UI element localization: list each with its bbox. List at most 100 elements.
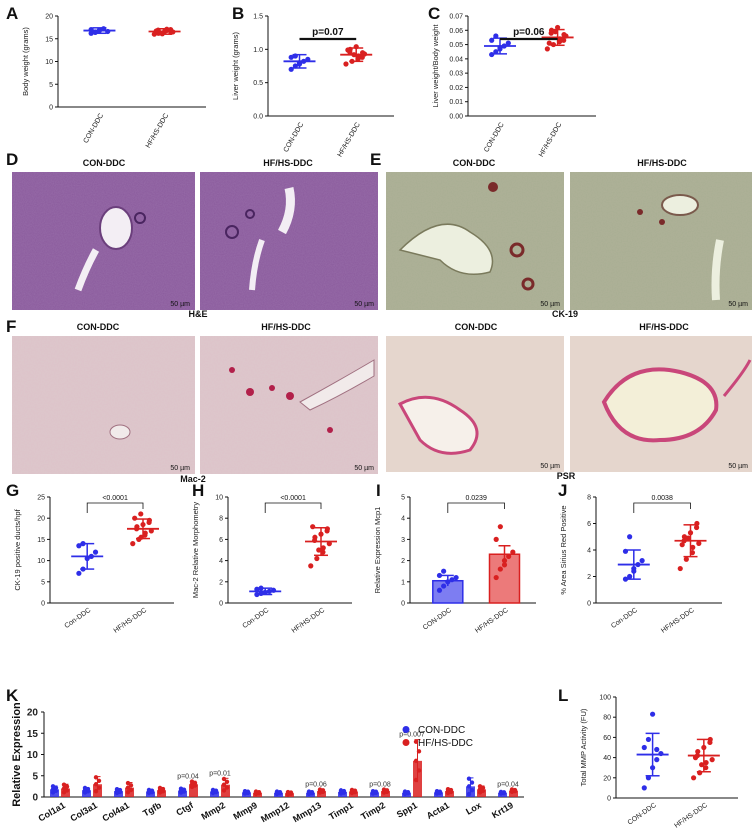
data-point [699,762,705,768]
data-point [497,566,503,572]
data-point [654,746,660,753]
data-point [466,776,472,781]
y-tick-label: 4 [219,558,223,565]
data-point [142,530,148,536]
data-point [146,517,152,523]
chart-mac2-morphometry: 0 2 4 6 8 10 Mac-2 Relative Morphometry Con-DDC… [191,495,352,635]
panel-letter-H: H [192,481,204,500]
data-point [679,542,685,548]
data-point [266,588,272,594]
y-axis-label: Body weight (grams) [21,27,30,96]
x-tick-label: Con-DDC [610,607,639,630]
data-point [93,782,99,787]
y-tick-label: 1 [401,579,405,586]
y-axis-label: Total MMP Activity (FU) [579,708,588,786]
data-point [445,579,451,585]
micrograph-title-d-hf: HF/HS-DDC [263,158,313,168]
y-tick-label: 0 [32,793,38,804]
y-tick-label: 20 [603,775,611,782]
x-tick-label: HF/HS-DDC [660,607,696,635]
data-point [497,44,503,51]
data-point [434,788,440,794]
y-tick-label: 0.02 [449,85,463,92]
data-point [627,573,633,580]
data-point [292,53,298,59]
data-point [687,530,694,536]
y-tick-label: 5 [32,771,38,782]
data-point [635,561,641,568]
panel-letter-D: D [6,150,18,169]
x-tick-label: Timp2 [359,800,387,822]
chart-mcp1-expression: 0 1 2 3 4 5 Relative Expression Mcp1 CON-DDC HF/… [373,495,536,635]
data-point [320,545,326,551]
y-axis-label: Relative Expression [11,702,23,807]
data-point [645,736,652,743]
data-point [697,770,703,776]
data-point [288,66,294,72]
x-tick-label: HF/HS-DDC [337,122,362,159]
data-point [707,736,713,743]
data-point [493,33,499,39]
data-point [224,779,230,785]
legend-label: CON-DDC [418,725,465,736]
data-point [449,577,455,583]
scale-bar-label: 50 µm [540,301,560,308]
data-point [76,570,82,576]
data-point [61,782,67,787]
data-point [254,591,260,598]
data-point [157,785,163,791]
data-point [296,60,303,66]
y-tick-label: 4 [401,516,405,523]
data-point [82,785,88,791]
data-point [92,549,99,555]
bar [189,784,198,797]
data-point [88,27,94,33]
y-tick-label: 0.06 [449,28,463,35]
data-point [359,54,365,60]
data-point [314,555,320,562]
panel-letter-E: E [370,150,381,169]
data-point [345,47,351,53]
x-tick-label: HF/HS-DDC [145,113,170,150]
x-tick-label: Acta1 [425,800,451,821]
data-point [685,535,691,541]
significance-bracket [633,502,691,513]
data-point [694,520,700,527]
p-value-label: <0.0001 [102,495,128,502]
panel-letter-G: G [6,481,19,500]
y-tick-label: 0 [607,796,611,803]
data-point [134,524,140,530]
y-tick-label: 5 [41,579,45,586]
panel-letter-B: B [232,4,244,23]
y-tick-label: 15 [27,729,39,740]
y-tick-label: 0 [587,601,591,608]
data-point [343,61,349,67]
data-point [561,31,567,38]
data-point [631,565,637,572]
data-point [316,547,322,553]
p-value-label: p=0.08 [369,781,391,788]
data-point [544,46,550,52]
data-point [301,58,307,64]
x-tick-label: Mmp13 [291,800,323,824]
data-point [453,574,459,581]
micrograph-mac2-con: 50 µm [12,336,195,474]
y-tick-label: 8 [587,495,591,502]
x-tick-label: Krt19 [490,800,515,820]
y-tick-label: 4 [587,548,591,555]
data-point [469,788,475,793]
data-point [509,787,515,792]
data-point [692,755,699,761]
y-tick-label: 20 [27,708,39,719]
data-point [80,566,86,572]
data-point [125,790,131,795]
y-tick-label: 20 [45,14,53,21]
x-tick-label: Con-DDC [63,607,92,630]
data-point [489,51,495,58]
data-point [114,786,120,792]
data-point [305,56,311,62]
x-tick-label: Ctgf [174,800,195,818]
legend-marker [402,726,410,733]
data-point [683,556,689,562]
